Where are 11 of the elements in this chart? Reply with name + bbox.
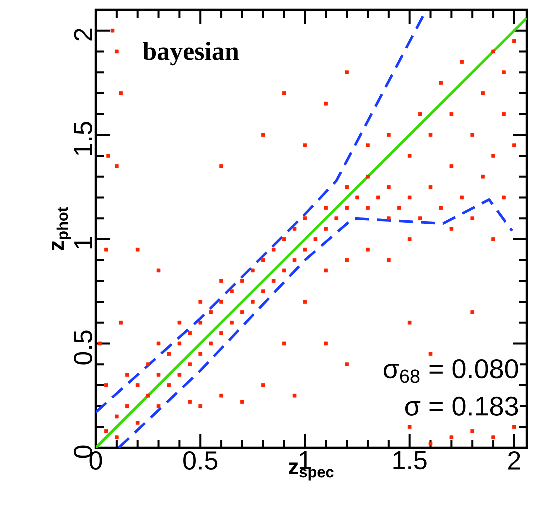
x-tick-label: 1.5 [394, 452, 427, 470]
y-tick-label: 2 [74, 28, 92, 41]
annotation: σ$_{68}$ = 0.080 [384, 360, 518, 384]
x-tick-label: 2 [508, 452, 520, 470]
y-tick-label: 0.5 [74, 330, 92, 365]
annotation: σ = 0.183 [405, 396, 518, 416]
y-tick-label: 1 [74, 237, 92, 249]
y-axis-title: z$_{phot}$ [52, 207, 72, 251]
x-tick-label: 0.5 [184, 452, 218, 470]
annotation: bayesian [142, 42, 240, 66]
y-tick-label: 1.5 [74, 122, 92, 156]
